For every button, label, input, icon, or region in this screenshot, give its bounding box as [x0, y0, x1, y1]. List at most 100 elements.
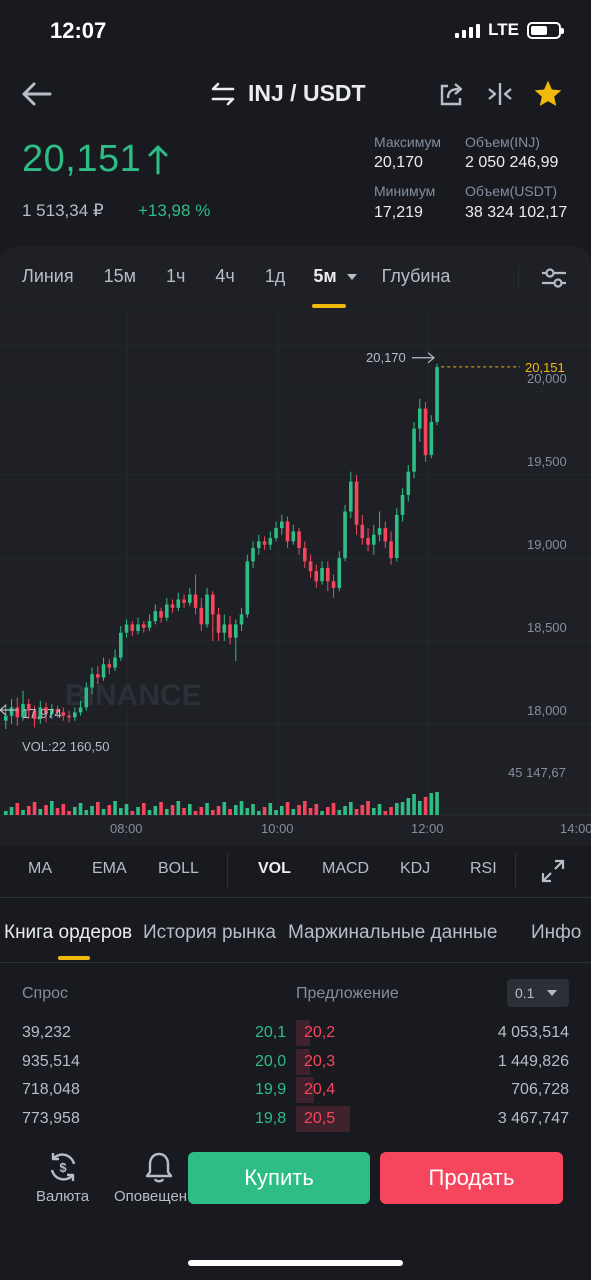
- y-tick-label: 18,000: [527, 703, 567, 718]
- compare-icon[interactable]: [486, 80, 514, 108]
- indicator-boll[interactable]: BOLL: [158, 860, 199, 877]
- candle-body: [308, 561, 313, 572]
- tab-4h[interactable]: 4ч: [215, 266, 235, 286]
- ask-qty[interactable]: 706,728: [511, 1081, 569, 1098]
- caret-down-icon: [346, 274, 357, 281]
- volume-bar: [78, 803, 83, 815]
- candle-body: [205, 594, 209, 625]
- candle-body: [165, 604, 169, 618]
- back-arrow-icon[interactable]: [20, 80, 52, 108]
- volume-bar: [130, 811, 135, 815]
- orderbook-tabs: Книга ордеров История рынка Маржинальные…: [0, 918, 591, 962]
- volume-bar: [4, 811, 8, 815]
- candle-body: [61, 712, 66, 716]
- candlestick-chart[interactable]: BINANCE 20,00019,50019,00018,50018,00008…: [0, 310, 591, 840]
- candle-body: [211, 594, 215, 615]
- indicator-macd[interactable]: MACD: [322, 860, 370, 877]
- tab-info[interactable]: Инфо: [531, 922, 582, 943]
- bid-qty[interactable]: 39,232: [22, 1024, 71, 1041]
- pair-title: INJ / USDT: [248, 80, 366, 106]
- tab-1d[interactable]: 1д: [264, 266, 286, 286]
- share-icon[interactable]: [438, 80, 466, 108]
- volume-bar: [96, 802, 100, 815]
- bid-qty[interactable]: 935,514: [22, 1052, 80, 1070]
- volume-bar: [234, 805, 238, 815]
- ask-qty[interactable]: 3 467,747: [497, 1109, 569, 1127]
- buy-button[interactable]: Купить: [188, 1152, 370, 1204]
- tab-market-history[interactable]: История рынка: [143, 922, 276, 943]
- volume-label: VOL:22 160,50: [22, 739, 109, 754]
- ask-price[interactable]: 20,5: [304, 1109, 336, 1127]
- volume-bar: [308, 808, 313, 815]
- bid-price[interactable]: 19,8: [255, 1109, 287, 1127]
- bid-price[interactable]: 20,1: [255, 1024, 287, 1041]
- candle-body: [228, 624, 232, 638]
- price-rub: 1 513,34 ₽: [22, 201, 104, 220]
- currency-label[interactable]: Валюта: [36, 1188, 90, 1205]
- bid-qty[interactable]: 718,048: [22, 1081, 80, 1098]
- candle-body: [360, 524, 365, 539]
- indicator-ema[interactable]: EMA: [92, 860, 127, 877]
- volume-bar: [274, 810, 278, 815]
- favorite-star-icon[interactable]: [532, 78, 564, 110]
- candle-body: [38, 707, 43, 720]
- candle-body: [406, 471, 411, 495]
- indicator-kdj[interactable]: KDJ: [400, 860, 431, 877]
- indicator-rsi[interactable]: RSI: [470, 860, 497, 877]
- sell-button[interactable]: Продать: [380, 1152, 563, 1204]
- candle-body: [15, 707, 20, 718]
- indicator-vol[interactable]: VOL: [258, 860, 291, 877]
- tab-depth[interactable]: Глубина: [381, 266, 451, 286]
- volume-bar: [38, 809, 43, 815]
- volume-bar: [147, 810, 152, 815]
- candle-body: [395, 514, 399, 558]
- indicator-divider-2: [515, 852, 516, 888]
- indicator-ma[interactable]: MA: [28, 860, 52, 877]
- y-tick-label: 19,500: [527, 454, 567, 469]
- volume-bars: [4, 792, 439, 815]
- tab-15m[interactable]: 15м: [103, 266, 137, 286]
- volume-bar: [389, 807, 393, 815]
- ask-qty[interactable]: 1 449,826: [497, 1052, 569, 1070]
- volume-bar: [343, 806, 347, 815]
- pair-selector[interactable]: INJ / USDT: [210, 80, 366, 107]
- volume-bar: [182, 808, 186, 815]
- currency-exchange-icon[interactable]: $: [46, 1150, 80, 1184]
- candle-body: [257, 541, 261, 549]
- volume-bar: [193, 811, 198, 815]
- volume-bar: [366, 801, 370, 815]
- status-time: 12:07: [50, 18, 107, 43]
- tab-orderbook[interactable]: Книга ордеров: [4, 922, 133, 943]
- volume-bar: [107, 805, 112, 815]
- y-tick-label: 18,500: [527, 620, 567, 635]
- tab-line[interactable]: Линия: [22, 266, 74, 286]
- ask-price[interactable]: 20,2: [304, 1024, 336, 1041]
- alerts-label[interactable]: Оповещен: [114, 1188, 188, 1205]
- vol-usdt-label: Объем(USDT): [465, 183, 558, 199]
- candle-body: [337, 558, 342, 588]
- bid-price[interactable]: 19,9: [255, 1081, 287, 1098]
- volume-bar: [124, 804, 129, 815]
- candle-body: [78, 707, 83, 713]
- tab-5m[interactable]: 5м: [313, 266, 357, 287]
- ask-price[interactable]: 20,4: [304, 1081, 336, 1098]
- candle-body: [193, 594, 198, 608]
- candle-body: [234, 624, 238, 638]
- tab-margin-data[interactable]: Маржинальные данные: [288, 922, 498, 943]
- bid-qty[interactable]: 773,958: [22, 1109, 80, 1127]
- settings-sliders-icon[interactable]: [540, 266, 568, 290]
- ask-price[interactable]: 20,3: [304, 1052, 336, 1070]
- volume-bar: [320, 811, 324, 815]
- volume-bar: [314, 804, 319, 815]
- tab-1h[interactable]: 1ч: [166, 266, 186, 286]
- candle-body: [389, 541, 393, 558]
- bell-icon[interactable]: [144, 1150, 174, 1184]
- fullscreen-icon[interactable]: [540, 858, 566, 884]
- candle-body: [101, 664, 106, 678]
- candle-body: [67, 715, 71, 718]
- precision-select[interactable]: 0.1: [507, 979, 569, 1007]
- volume-bar: [400, 802, 405, 815]
- signal-icon: [455, 22, 481, 38]
- ask-qty[interactable]: 4 053,514: [497, 1024, 569, 1041]
- bid-price[interactable]: 20,0: [255, 1052, 287, 1070]
